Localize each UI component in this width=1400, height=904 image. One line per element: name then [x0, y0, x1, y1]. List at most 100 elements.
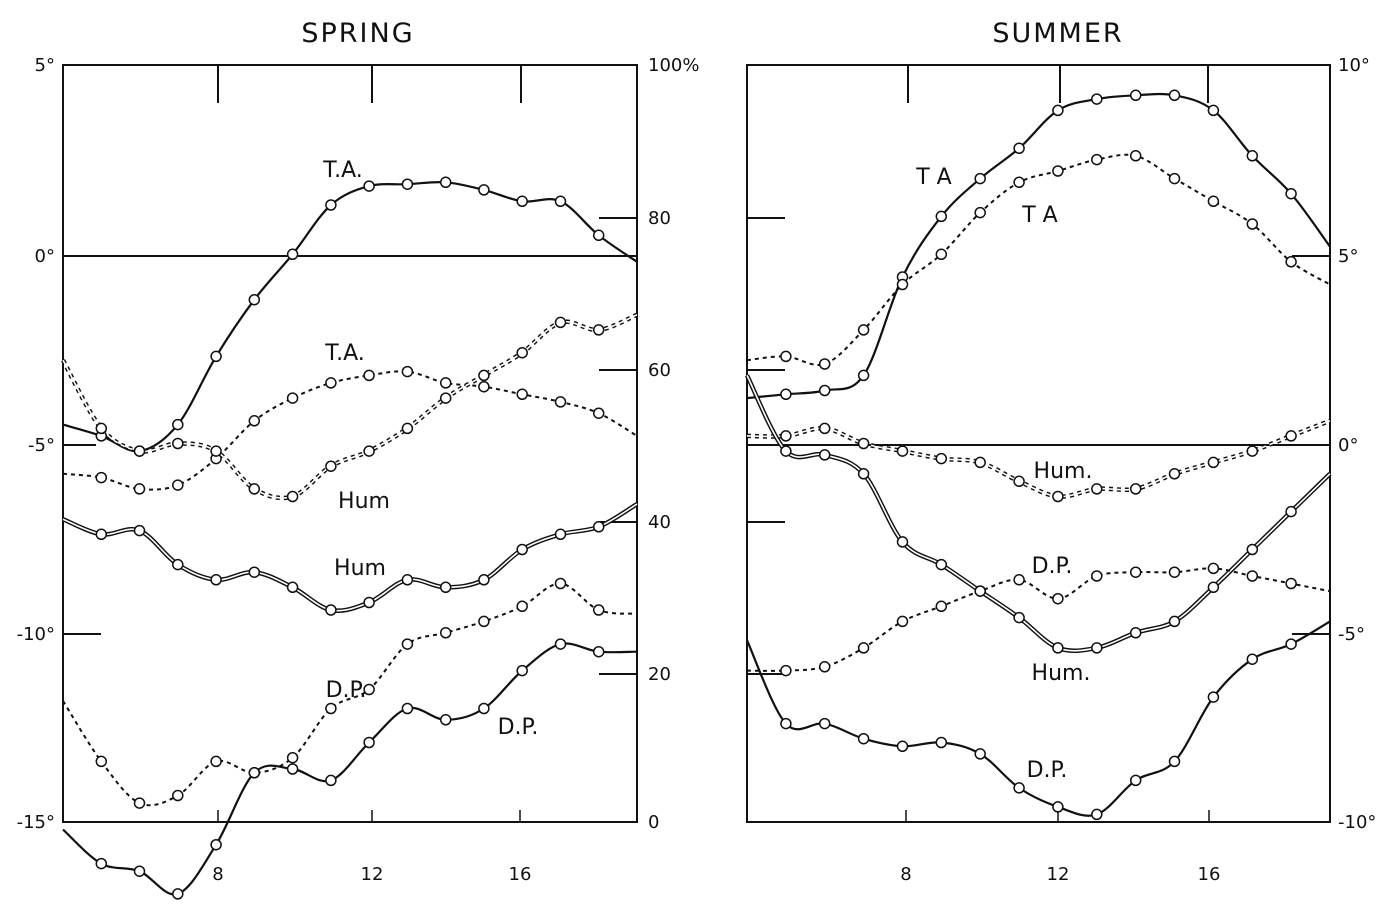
data-point — [1207, 691, 1220, 703]
data-point — [974, 456, 986, 469]
data-point — [1285, 577, 1297, 590]
series-label: T A — [915, 165, 951, 190]
series-line-inner — [62, 503, 638, 612]
data-point — [592, 521, 605, 533]
series-label: Hum. — [1032, 661, 1091, 686]
data-point — [478, 702, 490, 715]
series-line — [62, 370, 638, 491]
data-point — [592, 645, 605, 658]
data-point — [210, 755, 222, 768]
data-point — [1052, 165, 1064, 177]
data-point — [1052, 801, 1064, 813]
data-point — [1091, 483, 1103, 495]
data-point — [780, 717, 792, 730]
data-point — [974, 206, 986, 219]
data-point — [286, 763, 299, 775]
data-point — [325, 774, 337, 787]
data-point — [1207, 195, 1220, 208]
data-point — [1168, 172, 1181, 185]
series-line — [62, 180, 638, 453]
data-point — [592, 604, 605, 616]
data-point — [974, 585, 986, 597]
data-point — [818, 661, 831, 673]
data-point — [210, 350, 222, 363]
data-point — [172, 479, 184, 491]
data-point — [1013, 574, 1025, 586]
data-point — [935, 558, 948, 571]
data-point — [363, 736, 375, 749]
data-point — [935, 210, 948, 223]
series-line — [62, 642, 638, 896]
data-point — [439, 714, 452, 726]
data-point — [818, 717, 831, 730]
data-point — [363, 369, 375, 382]
data-point — [401, 574, 414, 586]
series-label: T A — [1021, 203, 1057, 228]
right-tick-label: 10° — [1338, 55, 1370, 76]
series-label: T.A. — [322, 158, 362, 183]
data-point — [1052, 592, 1064, 605]
data-point — [780, 350, 792, 363]
data-point — [896, 445, 909, 457]
data-point — [1207, 581, 1220, 594]
data-point — [818, 422, 831, 435]
data-point — [1129, 150, 1142, 162]
data-point — [896, 740, 909, 753]
data-point — [1091, 570, 1103, 582]
data-point — [1285, 187, 1297, 200]
data-point — [439, 581, 452, 594]
left-tick-label: -5° — [28, 435, 55, 456]
panel-title: SUMMER — [992, 18, 1123, 49]
plot-frame — [746, 64, 1331, 823]
right-tick-label: -10° — [1338, 812, 1376, 833]
right-tick-label: 80 — [648, 208, 671, 229]
data-point — [1285, 638, 1297, 650]
right-tick-label: 20 — [648, 664, 671, 685]
data-point — [857, 732, 870, 745]
data-point — [286, 490, 299, 503]
data-point — [133, 797, 146, 809]
data-point — [516, 195, 528, 208]
data-point — [248, 293, 261, 306]
data-point — [95, 422, 108, 435]
data-point — [1129, 89, 1142, 102]
data-point — [1168, 615, 1181, 628]
data-point — [248, 767, 261, 779]
data-point — [818, 449, 831, 461]
right-tick-label: -5° — [1338, 624, 1365, 645]
data-point — [1129, 483, 1142, 495]
data-point — [325, 199, 337, 211]
data-point — [363, 683, 375, 696]
data-point — [1285, 256, 1297, 268]
data-point — [248, 415, 261, 427]
data-point — [133, 445, 146, 457]
data-point — [172, 418, 184, 431]
data-point — [935, 736, 948, 749]
data-point — [935, 248, 948, 261]
data-point — [363, 180, 375, 192]
data-point — [1285, 505, 1297, 518]
data-point — [516, 543, 528, 556]
data-point — [1207, 562, 1220, 575]
data-point — [478, 615, 490, 628]
data-point — [818, 384, 831, 397]
data-point — [95, 857, 108, 870]
data-point — [896, 536, 909, 548]
data-point — [1129, 627, 1142, 639]
x-tick-label: 16 — [1198, 864, 1221, 885]
data-point — [401, 365, 414, 378]
right-tick-label: 60 — [648, 360, 671, 381]
data-point — [1246, 570, 1259, 582]
data-point — [172, 789, 184, 802]
right-tick-label: 0 — [648, 812, 659, 833]
data-point — [935, 452, 948, 465]
data-point — [1129, 774, 1142, 787]
series-line — [746, 620, 1331, 817]
right-tick-label: 40 — [648, 512, 671, 533]
data-point — [896, 615, 909, 628]
data-point — [133, 865, 146, 877]
series-line-inner — [746, 375, 1331, 652]
data-point — [554, 396, 567, 408]
data-point — [286, 392, 299, 404]
data-point — [1168, 468, 1181, 480]
